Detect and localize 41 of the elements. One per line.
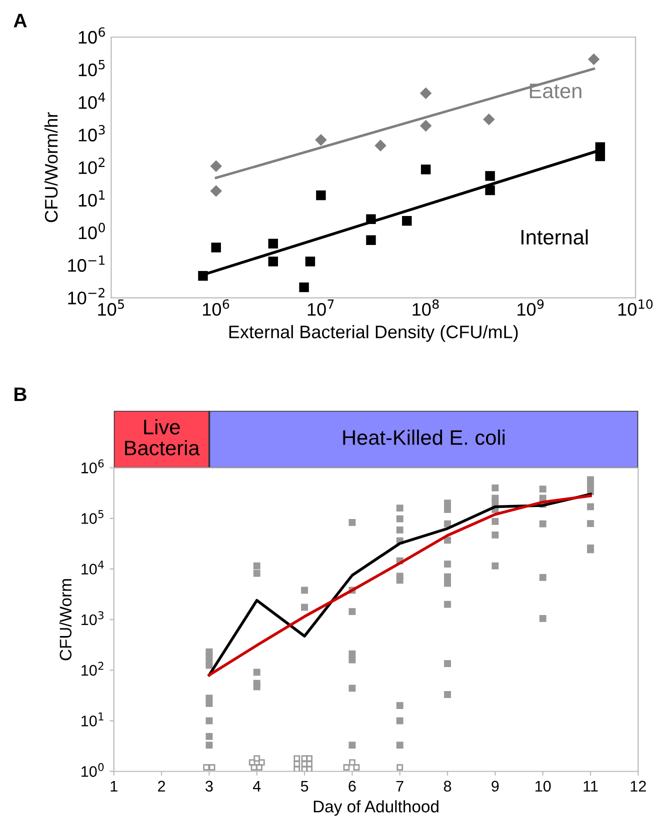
x-axis-title: Day of Adulthood <box>314 800 438 816</box>
y-tick-label: 10$^{4}$ <box>78 92 106 109</box>
y-axis-title: CFU/Worm <box>59 579 72 660</box>
x-tick-label: 10 <box>536 780 551 792</box>
x-tick-label: 10$^{6}$ <box>203 299 230 316</box>
y-axis-title: CFU/Worm/hr <box>44 112 58 222</box>
x-tick-label: 3 <box>206 780 213 792</box>
x-tick-label: 11 <box>584 780 598 792</box>
x-tick-label: 9 <box>492 780 499 792</box>
x-tick-label: 4 <box>252 780 261 792</box>
y-tick-label: 10$^{6}$ <box>82 459 104 474</box>
y-tick-label: 10$^{5}$ <box>78 60 105 76</box>
y-tick-label: 10$^{2}$ <box>78 158 104 174</box>
x-tick-label: 1 <box>110 780 118 792</box>
x-axis-title: External Bacterial Density (CFU/mL) <box>229 325 518 342</box>
y-tick-label: 10$^{3}$ <box>82 611 104 626</box>
text: A <box>14 14 27 28</box>
y-tick-label: 10$^{5}$ <box>82 510 104 524</box>
y-tick-label: 10$^{0}$ <box>78 222 105 240</box>
series-label: Heat-Killed E. coli <box>343 430 505 445</box>
x-tick-label: 5 <box>300 780 308 792</box>
y-tick-label: 10$^{0}$ <box>82 763 104 777</box>
x-tick-label: 12 <box>630 780 646 792</box>
text: Internal <box>521 229 588 245</box>
x-tick-label: 10$^{9}$ <box>518 299 544 316</box>
x-tick-label: 6 <box>348 780 356 792</box>
y-tick-label: 10$^{−1}$ <box>68 256 105 272</box>
x-tick-label: 10$^{10}$ <box>618 299 653 316</box>
x-tick-label: 10$^{8}$ <box>412 299 439 316</box>
y-tick-label: 10$^{6}$ <box>78 27 105 44</box>
y-tick-label: 10$^{3}$ <box>78 125 105 142</box>
y-tick-label: 10$^{1}$ <box>78 190 105 207</box>
x-tick-label: 10$^{7}$ <box>308 300 334 316</box>
text: B <box>14 388 26 401</box>
series-label: Live Bacteria <box>125 419 200 456</box>
x-tick-label: 8 <box>444 780 452 792</box>
x-tick-label: 2 <box>158 780 166 792</box>
y-tick-label: 10$^{4}$ <box>82 560 104 575</box>
y-tick-label: 10$^{2}$ <box>82 662 104 676</box>
y-tick-label: 10$^{1}$ <box>82 712 104 726</box>
x-tick-label: 7 <box>396 780 404 792</box>
